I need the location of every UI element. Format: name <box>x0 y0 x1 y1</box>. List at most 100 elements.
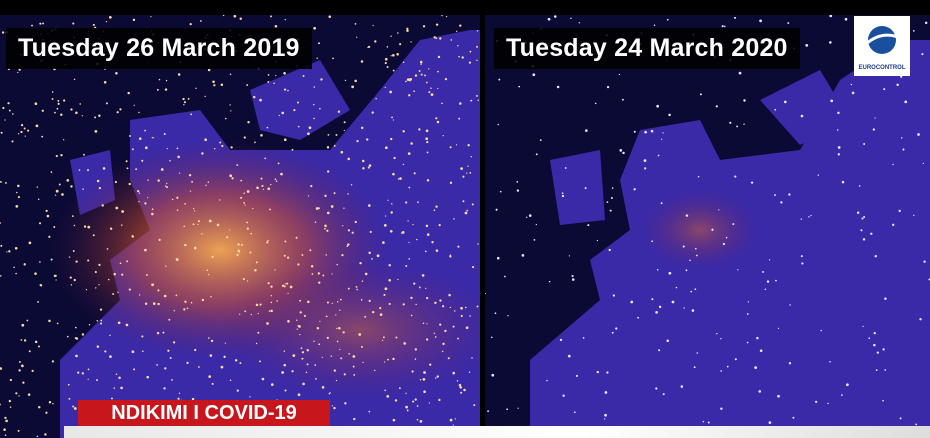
flight-dot <box>883 88 886 91</box>
flight-dot <box>85 289 88 291</box>
flight-dot <box>234 359 238 362</box>
flight-dot <box>884 369 887 371</box>
flight-dot <box>68 256 71 258</box>
flight-dot <box>17 429 20 432</box>
flight-dot <box>360 60 364 63</box>
flight-dot <box>737 269 739 271</box>
flight-dot <box>658 305 662 309</box>
flight-dot <box>362 167 365 170</box>
flight-dot <box>386 395 390 398</box>
flight-dot <box>423 390 426 394</box>
flight-dot <box>48 319 51 323</box>
land <box>250 60 350 140</box>
flight-dot <box>801 262 804 265</box>
flight-dot <box>573 411 576 414</box>
flight-dot <box>284 283 286 285</box>
flight-dot <box>157 179 160 182</box>
flight-dot <box>306 349 310 352</box>
flight-dot <box>726 365 729 368</box>
flight-dot <box>374 369 376 372</box>
flight-dot <box>237 243 240 246</box>
flight-dot <box>395 336 398 339</box>
flight-dot <box>101 204 104 207</box>
flight-dot <box>360 299 363 301</box>
flight-dot <box>340 357 343 360</box>
flight-dot <box>407 220 409 222</box>
flight-dot <box>644 167 647 170</box>
flight-dot <box>81 333 85 336</box>
flight-dot <box>382 339 384 342</box>
flight-dot <box>54 111 56 114</box>
flight-dot <box>743 99 746 102</box>
flight-dot <box>284 240 287 243</box>
flight-dot <box>23 339 27 342</box>
flight-dot <box>611 187 614 189</box>
flight-dot <box>458 383 462 387</box>
flight-dot <box>266 126 269 129</box>
flight-dot <box>354 220 357 224</box>
flight-dot <box>219 141 222 144</box>
flight-dot <box>293 109 296 112</box>
flight-dot <box>420 63 422 65</box>
flight-dot <box>445 16 448 18</box>
flight-dot <box>382 241 385 244</box>
flight-dot <box>270 183 272 186</box>
flight-dot <box>383 224 387 227</box>
flight-dot <box>335 379 338 382</box>
flight-dot <box>106 248 109 250</box>
flight-dot <box>27 393 31 396</box>
flight-dot <box>306 363 309 366</box>
flight-dot <box>147 179 149 181</box>
flight-dot <box>516 189 520 192</box>
flight-dot <box>858 185 861 187</box>
flight-dot <box>127 91 130 95</box>
flight-dot <box>4 119 6 121</box>
flight-dot <box>197 220 200 223</box>
flight-dot <box>171 379 173 381</box>
flight-dot <box>476 45 478 48</box>
flight-dot <box>402 130 405 133</box>
flight-dot <box>147 197 149 199</box>
flight-dot <box>125 160 128 163</box>
flight-dot <box>184 243 187 247</box>
flight-dot <box>242 278 245 281</box>
map-2019 <box>0 15 480 438</box>
flight-dot <box>2 106 5 110</box>
flight-dot <box>343 129 345 132</box>
flight-dot <box>26 319 29 322</box>
flight-dot <box>863 216 866 218</box>
flight-dot <box>205 184 207 187</box>
flight-dot <box>318 281 321 284</box>
flight-dot <box>98 114 101 117</box>
flight-dot <box>507 315 509 317</box>
flight-dot <box>328 392 331 395</box>
flight-dot <box>418 70 421 72</box>
flight-dot <box>292 354 296 358</box>
flight-dot <box>352 355 356 358</box>
flight-dot <box>436 120 440 124</box>
flight-dot <box>184 300 187 303</box>
flight-dot <box>326 170 330 173</box>
flight-dot <box>276 300 278 302</box>
flight-dot <box>109 334 111 337</box>
flight-dot <box>15 205 19 208</box>
flight-dot <box>0 131 3 134</box>
flight-dot <box>405 201 408 204</box>
flight-dot <box>461 56 464 59</box>
flight-dot <box>286 282 289 285</box>
flight-dot <box>476 30 479 32</box>
flight-dot <box>135 168 138 171</box>
flight-dot <box>355 285 358 288</box>
flight-dot <box>311 273 314 275</box>
flight-dot <box>211 382 214 385</box>
flight-dot <box>862 325 864 328</box>
flight-dot <box>622 151 625 155</box>
flight-dot <box>375 97 377 100</box>
flight-dot <box>425 81 428 84</box>
flight-dot <box>201 152 204 155</box>
flight-dot <box>384 86 386 89</box>
flight-dot <box>386 65 389 68</box>
flight-dot <box>455 144 458 146</box>
flight-dot <box>20 123 24 127</box>
